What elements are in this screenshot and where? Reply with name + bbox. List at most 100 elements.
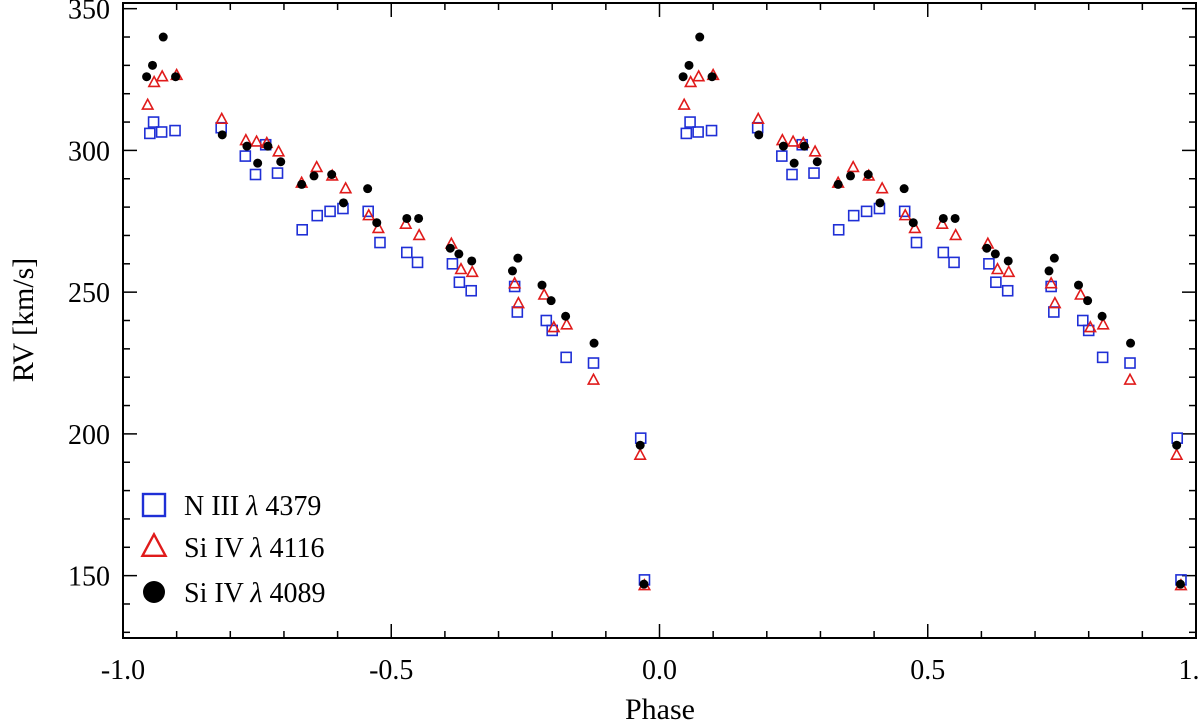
y-tick-label: 300	[68, 136, 110, 167]
si4-4116-point	[875, 181, 889, 194]
legend-label-lambda: λ	[249, 578, 262, 609]
si4-4089-point	[833, 179, 843, 189]
x-tick-label: 1.0	[1179, 655, 1200, 686]
si4-4116-point-repeat	[465, 264, 479, 278]
si4-4116-point	[692, 69, 706, 82]
n3-4379-point	[684, 116, 696, 128]
si4-4089-point	[1003, 256, 1013, 266]
si4-4089-point-repeat	[414, 213, 424, 223]
axis-ticks	[122, 3, 1197, 638]
si4-4089-point-repeat	[546, 296, 556, 306]
si4-4089-point	[799, 141, 809, 151]
x-tick-label: 0.5	[910, 655, 945, 686]
si4-4116-point	[846, 159, 860, 173]
si4-4089-point-repeat	[537, 280, 547, 290]
legend-label-wavelength: 4379	[258, 491, 321, 522]
y-tick-label: 150	[68, 562, 110, 593]
n3-4379-point	[860, 205, 873, 218]
si4-4116-point-repeat	[586, 372, 601, 385]
n3-4379-point-repeat	[540, 314, 553, 327]
legend-label-lambda: λ	[245, 491, 258, 522]
y-tick-label: 200	[68, 420, 110, 451]
si4-4089-point	[678, 72, 688, 82]
n3-4379-point	[786, 168, 798, 181]
si4-4116-point	[935, 216, 949, 229]
si4-4116-point-repeat	[141, 97, 155, 110]
n3-4379-point-repeat	[324, 205, 336, 218]
si4-4089-point	[982, 243, 992, 253]
si4-4089-point	[1049, 253, 1059, 263]
n3-4379-point	[1048, 306, 1060, 318]
si4-4116-point-repeat	[155, 69, 169, 82]
si4-4116-point-repeat	[560, 317, 574, 330]
legend-label-wavelength: 4089	[263, 578, 326, 609]
si4-4089-point	[1097, 311, 1107, 321]
si4-4089-point-repeat	[561, 311, 571, 321]
si4-4116-point-repeat	[339, 181, 353, 194]
si4-4089-point	[950, 213, 960, 223]
n3-4379-point	[705, 124, 718, 137]
si4-4116-point-repeat	[362, 208, 376, 221]
n3-4379-point-repeat	[411, 256, 424, 269]
n3-4379-point-repeat	[239, 150, 252, 162]
n3-4379-point	[680, 127, 693, 140]
n3-4379-point	[910, 236, 923, 249]
si4-4089-point-repeat	[158, 32, 168, 42]
si4-4089-point-repeat	[454, 249, 464, 259]
n3-4379-point	[990, 276, 1002, 289]
si4-4089-point	[789, 158, 799, 168]
si4-4089-point	[908, 218, 918, 228]
n3-4379-point	[948, 256, 960, 269]
si4-4089-point	[863, 170, 873, 180]
si4-4116-point	[1123, 372, 1137, 385]
n3-4379-point	[776, 150, 788, 162]
n3-4379-point	[1096, 351, 1109, 364]
si4-4116-point	[1074, 287, 1088, 300]
si4-4116-point	[1170, 447, 1184, 460]
n3-4379-point	[898, 205, 911, 218]
si4-4116-point	[1048, 296, 1062, 309]
si4-4116-point-repeat	[215, 111, 229, 125]
si4-4089-point-repeat	[297, 179, 307, 189]
si4-4089-point	[875, 198, 885, 208]
si4-4116-point-repeat	[371, 220, 385, 234]
si4-4116-point-repeat	[310, 159, 324, 173]
si4-4116-point-repeat	[412, 228, 426, 241]
si4-4116-point	[808, 144, 822, 157]
n3-4379-point-repeat	[401, 246, 413, 259]
si4-4089-point	[845, 171, 855, 181]
si4-4116-point-repeat	[399, 216, 413, 229]
si4-4089-point	[1074, 280, 1084, 290]
legend-label-ion: N III	[184, 491, 246, 522]
si4-4089-point	[695, 32, 705, 42]
si4-4089-point	[707, 72, 717, 82]
n3-4379-point	[937, 246, 950, 259]
si4-4116-point	[990, 262, 1005, 275]
data-points	[141, 32, 1188, 591]
n3-4379-point	[1124, 357, 1136, 369]
n3-4379-point-repeat	[169, 124, 181, 137]
n3-4379-point-repeat	[453, 276, 466, 289]
si4-4089-point-repeat	[402, 213, 412, 223]
si4-4089-point-repeat	[327, 170, 337, 180]
legend-label-ion: Si IV	[184, 533, 250, 564]
legend-label: Si IV λ 4116	[184, 533, 325, 564]
si4-4089-point-repeat	[507, 266, 517, 276]
si4-4116-point-repeat	[547, 320, 561, 333]
si4-4116-point	[677, 97, 691, 110]
si4-4116-point-repeat	[250, 134, 264, 147]
n3-4379-point	[692, 126, 704, 138]
n3-4379-point-repeat	[147, 116, 160, 128]
n3-4379-point-repeat	[362, 205, 374, 218]
si4-4116-point	[898, 208, 912, 221]
n3-4379-point	[1076, 314, 1089, 327]
legend-label: Si IV λ 4089	[184, 578, 326, 609]
n3-4379-point-repeat	[374, 236, 386, 249]
legend-marker	[143, 581, 165, 603]
n3-4379-point-repeat	[465, 284, 477, 297]
x-axis-label: Phase	[625, 693, 695, 722]
si4-4089-point-repeat	[171, 72, 181, 82]
n3-4379-point-repeat	[587, 357, 600, 369]
si4-4089-point-repeat	[217, 130, 227, 140]
y-tick-label: 250	[68, 278, 110, 309]
